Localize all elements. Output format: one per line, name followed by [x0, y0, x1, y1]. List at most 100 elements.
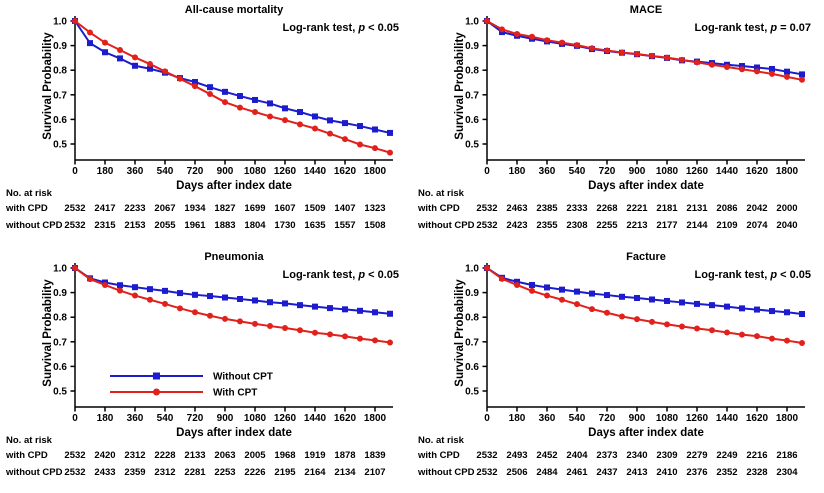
- risk-value: 2452: [536, 450, 557, 461]
- square-marker: [312, 303, 318, 310]
- axes: [482, 263, 805, 412]
- risk-value: 2181: [656, 203, 678, 214]
- circle-marker: [604, 47, 610, 54]
- y-axis-label: Survival Probability: [454, 32, 466, 140]
- circle-marker: [559, 296, 565, 303]
- risk-value: 2359: [124, 467, 145, 478]
- panel-pneumonia: Pneumonia Log-rank test, p < 0.05 Surviv…: [0, 247, 412, 493]
- x-tick-label: 360: [127, 413, 144, 424]
- y-tick-label: 1.0: [53, 264, 67, 275]
- x-tick-label: 1800: [364, 413, 387, 424]
- circle-marker: [102, 281, 108, 288]
- x-tick-label: 360: [539, 413, 556, 424]
- x-tick-label: 0: [484, 413, 490, 424]
- km-plot-mace: MACE Log-rank test, p = 0.07 Survival Pr…: [417, 4, 811, 231]
- x-tick-label: 0: [72, 166, 78, 177]
- square-marker: [372, 309, 378, 316]
- circle-marker: [769, 335, 775, 342]
- y-axis-label: Survival Probability: [454, 279, 466, 387]
- circle-marker: [222, 99, 228, 106]
- risk-value: 1508: [364, 220, 385, 231]
- x-axis-label: Days after index date: [176, 180, 292, 192]
- risk-value: 1607: [274, 203, 295, 214]
- square-marker: [754, 306, 760, 313]
- panel-all-cause-mortality: All-cause mortality Log-rank test, p < 0…: [0, 0, 412, 246]
- legend-circle-marker: [153, 388, 160, 396]
- risk-value: 1509: [304, 203, 325, 214]
- risk-value: 2134: [334, 467, 356, 478]
- circle-marker: [117, 287, 123, 294]
- y-tick-label: 0.6: [53, 362, 67, 373]
- risk-value: 2005: [244, 450, 266, 461]
- risk-value: 2315: [94, 220, 116, 231]
- x-axis-label: Days after index date: [176, 427, 292, 439]
- x-tick-label: 540: [157, 413, 174, 424]
- square-marker: [237, 93, 243, 100]
- x-tick-label: 900: [217, 413, 234, 424]
- risk-value: 1839: [364, 450, 385, 461]
- risk-value: 1730: [274, 220, 295, 231]
- circle-marker: [87, 29, 93, 36]
- square-marker: [784, 68, 790, 75]
- circle-marker: [799, 76, 805, 83]
- circle-marker: [192, 309, 198, 316]
- square-marker: [574, 288, 580, 295]
- x-tick-label: 1620: [746, 166, 769, 177]
- circle-marker: [529, 287, 535, 294]
- circle-marker: [724, 64, 730, 71]
- circle-marker: [754, 68, 760, 75]
- risk-value: 2376: [686, 467, 707, 478]
- risk-value: 2040: [776, 220, 797, 231]
- x-tick-label: 900: [629, 413, 646, 424]
- circle-marker: [147, 296, 153, 303]
- risk-value: 2423: [506, 220, 527, 231]
- y-tick-label: 0.7: [53, 337, 67, 348]
- y-tick-label: 0.5: [465, 140, 479, 151]
- axes: [70, 16, 393, 165]
- chart-title: Facture: [626, 251, 666, 263]
- square-marker: [799, 311, 805, 318]
- square-marker: [297, 302, 303, 309]
- square-marker: [327, 117, 333, 124]
- risk-value: 2355: [536, 220, 558, 231]
- square-marker: [237, 295, 243, 302]
- circle-marker: [372, 145, 378, 152]
- circle-marker: [117, 47, 123, 54]
- square-marker: [312, 113, 318, 120]
- risk-value: 2164: [304, 467, 326, 478]
- logrank-annotation: Log-rank test, p < 0.05: [283, 269, 399, 281]
- risk-value: 2493: [506, 450, 527, 461]
- risk-value: 2385: [536, 203, 558, 214]
- risk-value: 2226: [244, 467, 265, 478]
- risk-row-label-without-cpd: without CPD: [5, 467, 63, 478]
- y-tick-label: 0.6: [465, 362, 479, 373]
- curve-without-cpt: [484, 265, 805, 318]
- risk-value: 2255: [596, 220, 618, 231]
- circle-marker: [237, 318, 243, 325]
- square-marker: [649, 296, 655, 303]
- x-tick-label: 1440: [716, 166, 739, 177]
- circle-marker: [694, 59, 700, 66]
- y-tick-label: 0.9: [53, 288, 67, 299]
- circle-marker: [342, 333, 348, 340]
- circle-marker: [237, 104, 243, 111]
- square-marker: [147, 65, 153, 72]
- risk-value: 2304: [776, 467, 798, 478]
- x-tick-label: 900: [629, 166, 646, 177]
- circle-marker: [282, 325, 288, 332]
- risk-value: 1878: [334, 450, 355, 461]
- square-marker: [342, 120, 348, 127]
- circle-marker: [739, 331, 745, 338]
- risk-value: 1934: [184, 203, 206, 214]
- circle-marker: [297, 327, 303, 334]
- circle-marker: [574, 301, 580, 308]
- risk-value: 1968: [274, 450, 295, 461]
- curve-line: [74, 20, 391, 134]
- circle-marker: [177, 305, 183, 312]
- km-plot-pneumonia: Pneumonia Log-rank test, p < 0.05 Surviv…: [5, 251, 399, 478]
- risk-value: 2221: [626, 203, 648, 214]
- circle-marker: [132, 292, 138, 299]
- x-tick-label: 540: [157, 166, 174, 177]
- square-marker: [724, 303, 730, 310]
- risk-value: 2074: [746, 220, 768, 231]
